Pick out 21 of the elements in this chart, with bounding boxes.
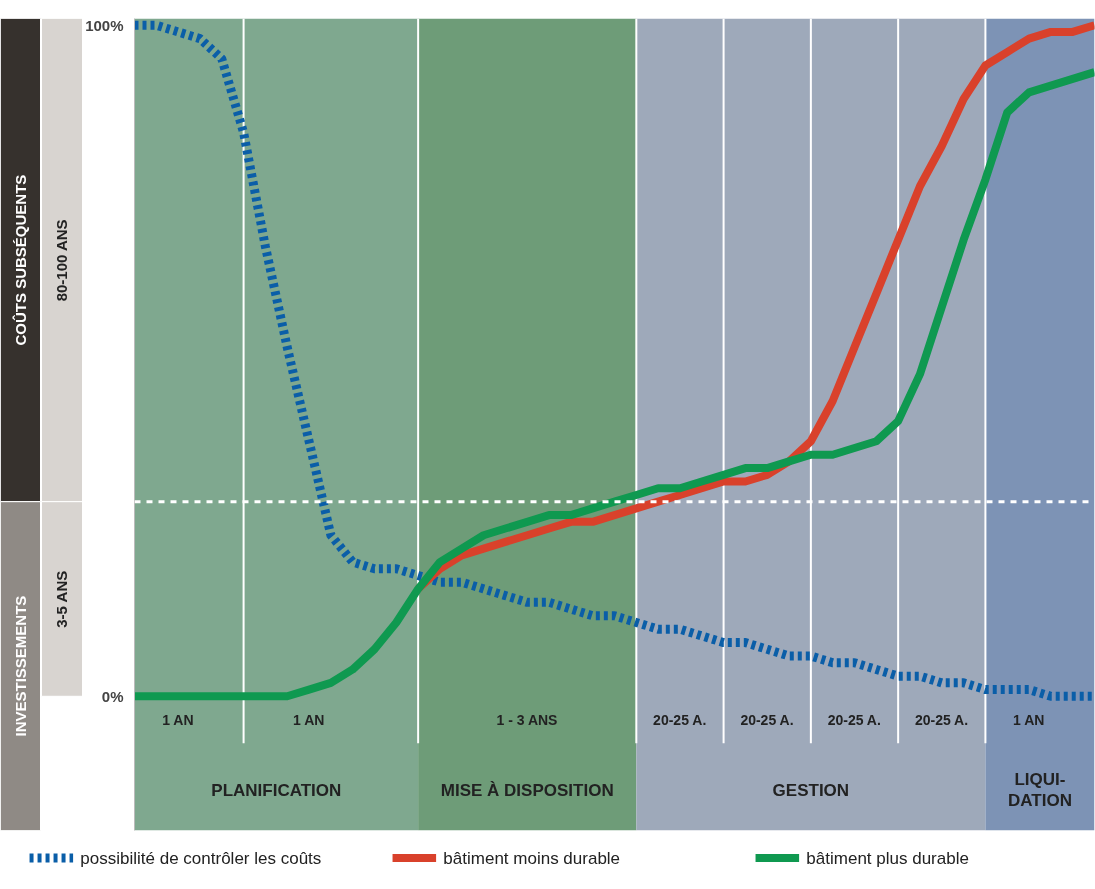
annotation: GESTION [772, 780, 850, 800]
y-tick-label: 100% [85, 16, 124, 34]
x-tick-label: 20-25 A. [740, 711, 794, 728]
legend-label: possibilité de contrôler les coûts [80, 848, 322, 868]
text: 80-100 ANS [53, 219, 70, 302]
x-tick-label: 20-25 A. [914, 711, 969, 728]
legend-label: bâtiment moins durable [443, 848, 621, 868]
annotation: PLANIFICATION [211, 780, 342, 800]
y-tick-label: 0% [101, 687, 124, 705]
x-tick-label: 1 AN [162, 711, 194, 728]
annotation: LIQUI- DATION [1008, 770, 1072, 811]
text: COÛTS SUBSÉQUENTS [12, 174, 29, 346]
x-tick-label: 1 - 3 ANS [496, 711, 558, 728]
text: 3-5 ANS [53, 570, 70, 628]
legend-label: bâtiment plus durable [806, 848, 969, 868]
x-tick-label: 1 AN [1013, 711, 1045, 728]
annotation: MISE À DISPOSITION [440, 780, 614, 800]
x-tick-label: 20-25 A. [827, 711, 881, 728]
x-tick-label: 20-25 A. [653, 711, 707, 728]
x-tick-label: 1 AN [293, 711, 325, 728]
text: INVESTISSEMENTS [12, 595, 29, 737]
